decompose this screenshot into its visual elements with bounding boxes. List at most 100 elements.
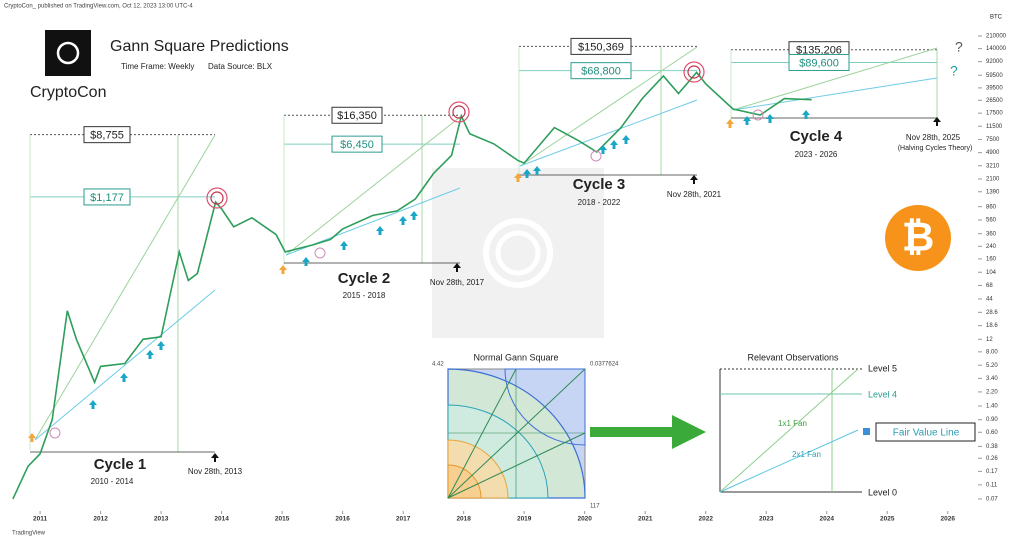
x-tick-label: 2019 bbox=[517, 516, 532, 523]
gann-diagonal bbox=[447, 368, 517, 499]
fan-1x1 bbox=[519, 46, 698, 167]
timeframe: Time Frame: Weekly bbox=[121, 62, 194, 71]
y-tick-label: 17500 bbox=[986, 111, 1003, 117]
watermark-logo bbox=[483, 218, 553, 288]
logo-mark bbox=[56, 41, 80, 65]
bitcoin-logo bbox=[885, 205, 951, 271]
fan-label: 2x1 Fan bbox=[792, 450, 821, 459]
up-arrow bbox=[89, 400, 97, 409]
x-tick-label: 2020 bbox=[577, 516, 592, 523]
target-box bbox=[83, 126, 131, 144]
target-label: $1,177 bbox=[90, 192, 124, 204]
fan-1x1 bbox=[285, 116, 461, 256]
peak-circle bbox=[210, 191, 224, 205]
x-tick-label: 2026 bbox=[941, 516, 956, 523]
target-label: $89,600 bbox=[799, 57, 839, 69]
peak-circle bbox=[452, 105, 466, 119]
up-arrow bbox=[523, 169, 531, 178]
logo bbox=[45, 30, 91, 76]
target-box bbox=[570, 37, 632, 55]
gann-diagonal bbox=[447, 432, 586, 499]
y-tick-label: 59500 bbox=[986, 73, 1003, 79]
y-tick-label: 0.07 bbox=[986, 497, 998, 503]
y-tick-label: 2100 bbox=[986, 177, 1000, 183]
up-arrow bbox=[599, 145, 607, 154]
y-tick-label: 39500 bbox=[986, 85, 1003, 91]
y-tick-label: 240 bbox=[986, 244, 997, 250]
up-arrow bbox=[302, 257, 310, 266]
x-tick-label: 2012 bbox=[93, 516, 108, 523]
question-mark: ? bbox=[955, 39, 963, 55]
cycle-name: Cycle 3 bbox=[573, 176, 626, 193]
up-arrow bbox=[28, 433, 36, 442]
date-arrow bbox=[690, 175, 698, 184]
y-tick-label: 92000 bbox=[986, 59, 1003, 65]
fair-value-label: Fair Value Line bbox=[893, 428, 960, 439]
low-circle bbox=[49, 427, 61, 439]
y-tick-label: 44 bbox=[986, 297, 993, 303]
fan-2x1 bbox=[519, 99, 698, 167]
up-arrow bbox=[410, 211, 418, 220]
target-label: $6,450 bbox=[340, 139, 374, 151]
up-arrow bbox=[743, 116, 751, 125]
y-tick-label: 210000 bbox=[986, 34, 1007, 40]
target-box bbox=[570, 62, 632, 80]
target-label: $68,800 bbox=[581, 66, 621, 78]
y-tick-label: 4900 bbox=[986, 150, 1000, 156]
up-arrow bbox=[726, 119, 734, 128]
cycle-years: 2023 - 2026 bbox=[795, 150, 838, 159]
low-circle bbox=[314, 247, 326, 259]
target-box bbox=[83, 188, 131, 206]
peak-circle bbox=[206, 187, 228, 209]
y-tick-label: 1.40 bbox=[986, 404, 998, 410]
peak-circle bbox=[448, 101, 470, 123]
target-label: $135,206 bbox=[796, 45, 842, 57]
date-arrow bbox=[933, 117, 941, 126]
x-tick-label: 2018 bbox=[456, 516, 471, 523]
fan-line bbox=[719, 368, 859, 493]
price-line bbox=[12, 71, 812, 500]
x-tick-label: 2024 bbox=[820, 516, 835, 523]
level-label: Level 4 bbox=[868, 389, 897, 399]
x-tick-label: 2017 bbox=[396, 516, 411, 523]
y-tick-label: 2.20 bbox=[986, 389, 998, 395]
low-circle bbox=[590, 150, 602, 162]
peak-circle bbox=[687, 65, 701, 79]
y-tick-label: 860 bbox=[986, 204, 997, 210]
up-arrow bbox=[146, 350, 154, 359]
fan-2x1 bbox=[732, 77, 938, 111]
cycle-years: 2015 - 2018 bbox=[343, 291, 386, 300]
peak-circle bbox=[683, 61, 705, 83]
question-mark: ? bbox=[950, 63, 958, 79]
cycle-name: Cycle 1 bbox=[94, 456, 147, 473]
y-tick-label: 0.17 bbox=[986, 469, 998, 475]
watermark bbox=[432, 168, 604, 338]
y-tick-label: 3210 bbox=[986, 163, 1000, 169]
up-arrow bbox=[340, 241, 348, 250]
y-tick-label: 360 bbox=[986, 231, 997, 237]
y-tick-label: 68 bbox=[986, 283, 993, 289]
y-tick-label: 3.40 bbox=[986, 376, 998, 382]
y-tick-label: 0.38 bbox=[986, 444, 998, 450]
up-arrow bbox=[514, 173, 522, 182]
inset-corner-label: 4.42 bbox=[432, 362, 444, 368]
inset-title: Normal Gann Square bbox=[473, 352, 558, 362]
y-tick-label: 104 bbox=[986, 270, 997, 276]
byline: CryptoCon_ published on TradingView.com,… bbox=[4, 4, 193, 10]
cycle-name: Cycle 4 bbox=[790, 128, 843, 145]
cycle-date: Nov 28th, 2017 bbox=[430, 278, 485, 287]
x-tick-label: 2013 bbox=[154, 516, 169, 523]
y-tick-label: 7500 bbox=[986, 137, 1000, 143]
y-tick-label: 5.20 bbox=[986, 363, 998, 369]
target-box bbox=[331, 135, 383, 153]
cycle-years: 2018 - 2022 bbox=[578, 198, 621, 207]
y-tick-label: 140000 bbox=[986, 46, 1007, 52]
y-tick-label: 0.11 bbox=[986, 482, 998, 488]
cycle-name: Cycle 2 bbox=[338, 270, 391, 287]
fan-2x1 bbox=[34, 289, 216, 441]
y-tick-label: 160 bbox=[986, 256, 997, 262]
x-tick-label: 2022 bbox=[698, 516, 713, 523]
level-label: Level 5 bbox=[868, 363, 897, 373]
date-arrow bbox=[453, 263, 461, 272]
